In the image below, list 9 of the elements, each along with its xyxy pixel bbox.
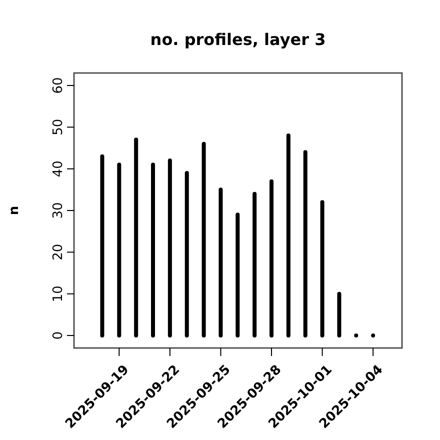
chart-title: no. profiles, layer 3 xyxy=(150,30,326,49)
y-tick-label: 40 xyxy=(51,160,66,178)
y-tick-label: 0 xyxy=(51,331,66,340)
y-tick-label: 30 xyxy=(51,202,66,219)
y-tick-label: 10 xyxy=(51,286,66,302)
y-tick-label: 20 xyxy=(51,244,66,260)
y-axis-title: n xyxy=(7,206,22,216)
y-tick-label: 60 xyxy=(51,77,66,94)
y-tick-label: 50 xyxy=(51,118,66,136)
